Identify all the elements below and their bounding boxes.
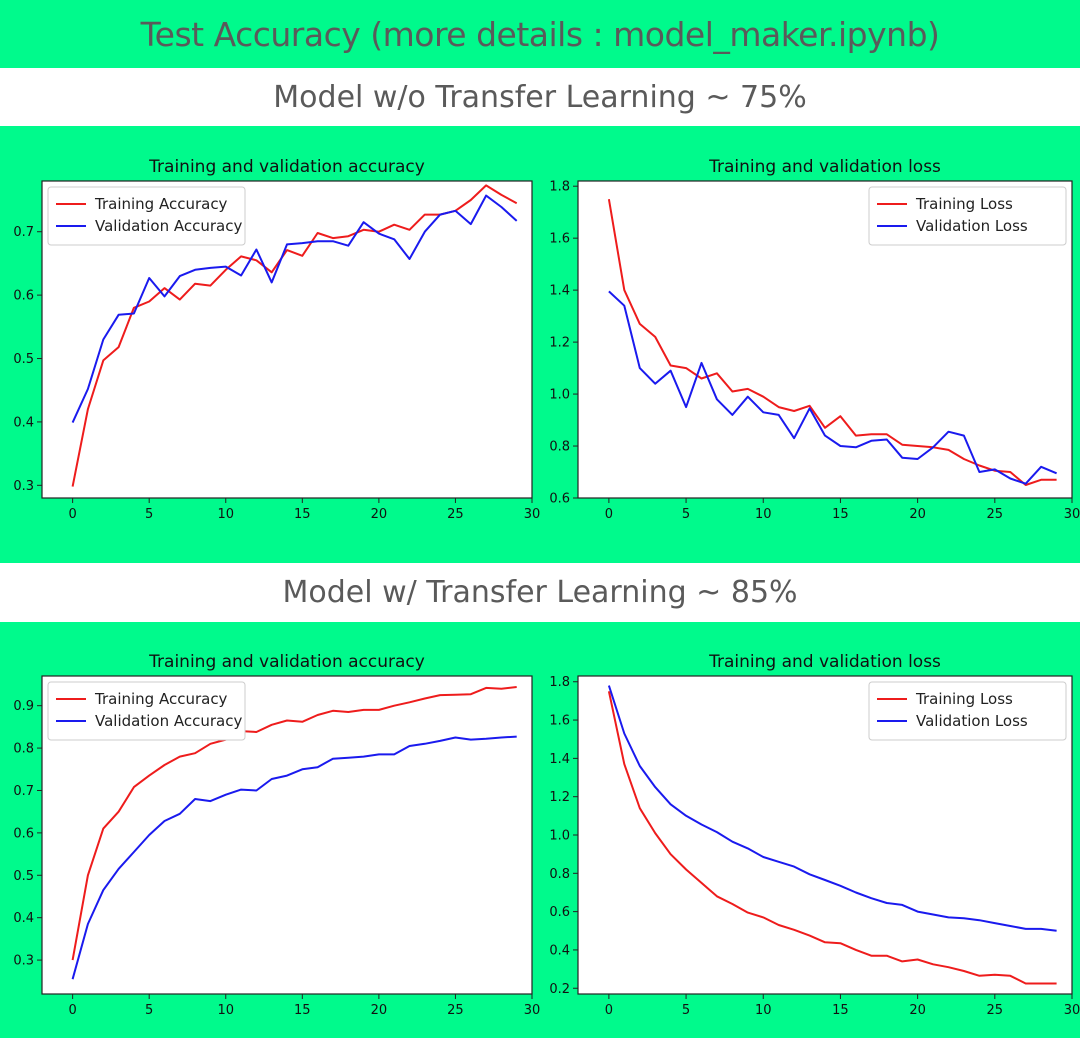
y-tick-label: 1.2 bbox=[549, 790, 570, 805]
charts-with-transfer-learning: Training and validation accuracy 0 5 10 15 20… bbox=[13, 652, 1080, 1018]
chart-3: Training and validation accuracy 0 5 10 15 20… bbox=[13, 652, 540, 1018]
y-tick-label: 0.7 bbox=[13, 225, 34, 240]
x-tick-label: 15 bbox=[832, 1003, 849, 1018]
y-tick-label: 0.3 bbox=[13, 479, 34, 494]
y-tick-label: 0.5 bbox=[13, 352, 34, 367]
x-tick-label: 25 bbox=[987, 507, 1004, 522]
series-line-validation-accuracy bbox=[71, 194, 518, 424]
x-tick-label: 0 bbox=[68, 1003, 76, 1018]
y-tick-label: 1.0 bbox=[549, 829, 570, 844]
legend-label: Validation Accuracy bbox=[95, 712, 242, 730]
y-tick-label: 0.6 bbox=[549, 905, 570, 920]
y-tick-label: 0.6 bbox=[13, 289, 34, 304]
series-line-training-loss bbox=[607, 199, 1057, 486]
y-tick-label: 1.0 bbox=[549, 388, 570, 403]
chart-2: Training and validation loss 0 5 10 15 20 25 30… bbox=[549, 157, 1080, 522]
chart-title: Training and validation loss bbox=[708, 157, 941, 177]
legend-label: Validation Loss bbox=[916, 217, 1028, 235]
y-tick-label: 1.8 bbox=[549, 675, 570, 690]
section-title-without-transfer: Model w/o Transfer Learning ~ 75% bbox=[0, 68, 1080, 126]
x-tick-label: 20 bbox=[371, 507, 388, 522]
y-tick-label: 0.4 bbox=[13, 911, 34, 926]
x-tick-label: 5 bbox=[682, 1003, 690, 1018]
x-tick-label: 5 bbox=[145, 507, 153, 522]
series-line-validation-accuracy bbox=[71, 735, 517, 980]
y-tick-label: 0.6 bbox=[549, 492, 570, 507]
series-line-validation-loss bbox=[608, 290, 1057, 485]
x-tick-label: 0 bbox=[605, 1003, 613, 1018]
series-line-training-accuracy bbox=[71, 686, 517, 961]
y-tick-label: 1.8 bbox=[549, 180, 570, 195]
x-tick-label: 20 bbox=[909, 507, 926, 522]
chart-title: Training and validation accuracy bbox=[148, 652, 425, 672]
y-tick-label: 0.3 bbox=[13, 954, 34, 969]
legend-label: Validation Loss bbox=[916, 712, 1028, 730]
x-tick-label: 10 bbox=[755, 507, 772, 522]
series-line-training-loss bbox=[607, 691, 1057, 985]
x-tick-label: 0 bbox=[605, 507, 613, 522]
legend-label: Training Accuracy bbox=[94, 195, 228, 213]
page-title: Test Accuracy (more details : model_make… bbox=[0, 0, 1080, 68]
y-tick-label: 0.6 bbox=[13, 826, 34, 841]
x-tick-label: 5 bbox=[682, 507, 690, 522]
charts-without-transfer-learning: Training and validation accuracy 0 5 10 15 20… bbox=[13, 157, 1080, 522]
x-tick-label: 25 bbox=[987, 1003, 1004, 1018]
chart-title: Training and validation loss bbox=[708, 652, 941, 672]
x-tick-label: 10 bbox=[217, 1003, 234, 1018]
y-tick-label: 0.9 bbox=[13, 699, 34, 714]
chart-title: Training and validation accuracy bbox=[148, 157, 425, 177]
y-tick-label: 1.6 bbox=[549, 714, 570, 729]
x-tick-label: 25 bbox=[447, 507, 464, 522]
legend-label: Training Accuracy bbox=[94, 690, 228, 708]
y-tick-label: 0.4 bbox=[13, 415, 34, 430]
x-tick-label: 30 bbox=[524, 1003, 541, 1018]
legend-label: Training Loss bbox=[915, 195, 1013, 213]
x-tick-label: 30 bbox=[1064, 1003, 1080, 1018]
y-tick-label: 0.7 bbox=[13, 784, 34, 799]
x-tick-label: 5 bbox=[145, 1003, 153, 1018]
legend-label: Validation Accuracy bbox=[95, 217, 242, 235]
y-tick-label: 1.6 bbox=[549, 232, 570, 247]
legend: Training Accuracy Validation Accuracy bbox=[47, 681, 246, 741]
legend-box bbox=[47, 681, 246, 741]
x-tick-label: 15 bbox=[832, 507, 849, 522]
y-tick-label: 0.4 bbox=[549, 943, 570, 958]
x-tick-label: 15 bbox=[294, 507, 311, 522]
y-tick-label: 0.8 bbox=[549, 867, 570, 882]
x-tick-label: 20 bbox=[371, 1003, 388, 1018]
legend: Training Loss Validation Loss bbox=[868, 186, 1067, 246]
x-tick-label: 0 bbox=[68, 507, 76, 522]
legend: Training Accuracy Validation Accuracy bbox=[47, 186, 246, 246]
series-line-validation-loss bbox=[607, 685, 1057, 932]
x-tick-label: 30 bbox=[1064, 507, 1080, 522]
x-tick-label: 30 bbox=[524, 507, 541, 522]
y-tick-label: 1.4 bbox=[549, 284, 570, 299]
legend-box bbox=[47, 186, 246, 246]
y-tick-label: 0.5 bbox=[13, 869, 34, 884]
legend-box bbox=[868, 186, 1067, 246]
y-tick-label: 0.8 bbox=[549, 440, 570, 455]
x-tick-label: 10 bbox=[755, 1003, 772, 1018]
y-tick-label: 0.8 bbox=[13, 742, 34, 757]
x-tick-label: 10 bbox=[217, 507, 234, 522]
legend: Training Loss Validation Loss bbox=[868, 681, 1067, 741]
y-tick-label: 1.2 bbox=[549, 336, 570, 351]
y-tick-label: 0.2 bbox=[549, 982, 570, 997]
x-tick-label: 25 bbox=[447, 1003, 464, 1018]
x-tick-label: 15 bbox=[294, 1003, 311, 1018]
y-tick-label: 1.4 bbox=[549, 752, 570, 767]
legend-box bbox=[868, 681, 1067, 741]
section-title-with-transfer: Model w/ Transfer Learning ~ 85% bbox=[0, 563, 1080, 622]
x-tick-label: 20 bbox=[909, 1003, 926, 1018]
chart-1: Training and validation accuracy 0 5 10 15 20… bbox=[13, 157, 540, 522]
legend-label: Training Loss bbox=[915, 690, 1013, 708]
chart-4: Training and validation loss 0 5 10 15 20 25 30… bbox=[549, 652, 1080, 1018]
